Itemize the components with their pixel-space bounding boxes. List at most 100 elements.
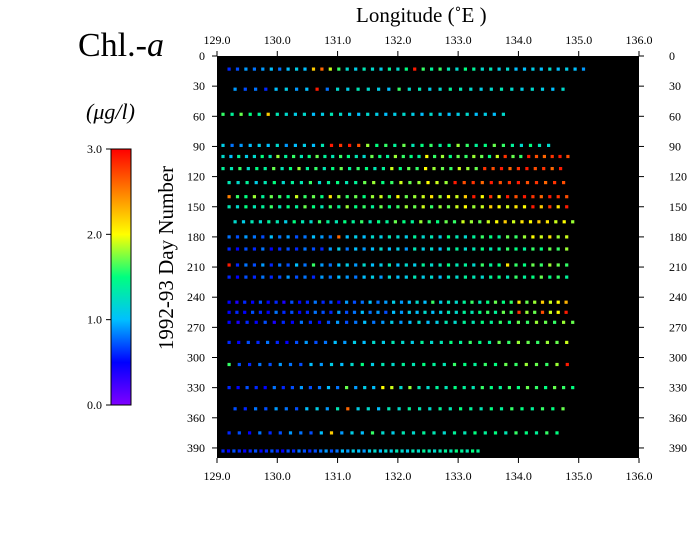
data-point (243, 449, 247, 453)
data-point (498, 386, 502, 390)
data-point (417, 320, 421, 324)
data-point (421, 247, 425, 251)
data-point (384, 143, 388, 147)
data-point (545, 340, 549, 344)
data-point (235, 300, 239, 304)
data-point (407, 407, 411, 411)
data-point (460, 449, 464, 453)
data-point (302, 449, 306, 453)
data-point (511, 154, 515, 159)
axes-layer: 129.0 129.0 130.0 130.0 131.0 131.0 132.0 132.0… (187, 33, 687, 483)
data-point (258, 220, 262, 224)
data-point (328, 67, 332, 71)
data-point (281, 181, 285, 185)
data-point (449, 340, 453, 344)
data-point (244, 195, 248, 199)
data-point (372, 340, 376, 344)
data-point (514, 205, 518, 209)
data-point (469, 87, 473, 91)
data-point (378, 449, 382, 453)
data-point (510, 143, 514, 147)
data-point (345, 275, 349, 279)
data-point (370, 205, 375, 209)
data-point (497, 205, 501, 209)
data-point (239, 143, 243, 147)
data-point (462, 181, 466, 185)
data-point (401, 154, 405, 159)
data-point (506, 205, 510, 209)
y-tick-label-left: 90 (193, 139, 205, 153)
data-point (308, 320, 312, 324)
data-point (553, 386, 557, 390)
data-point (476, 449, 480, 453)
y-tick-label-right: 330 (669, 381, 687, 395)
x-tick-label-top: 134.0 (505, 33, 532, 47)
data-point (280, 167, 284, 171)
data-point (553, 181, 557, 185)
data-point (345, 320, 349, 324)
data-point (483, 112, 487, 116)
data-point (545, 220, 549, 224)
data-point (362, 275, 366, 279)
data-point (305, 407, 309, 411)
data-point (235, 310, 239, 314)
data-point (556, 275, 560, 279)
data-point (539, 67, 543, 71)
data-point (221, 112, 225, 116)
data-point (272, 386, 276, 390)
data-point (370, 362, 375, 367)
data-point (499, 167, 504, 171)
data-point (411, 143, 415, 147)
data-point (351, 449, 355, 453)
data-point (337, 67, 341, 71)
data-point (244, 235, 248, 239)
data-point (424, 167, 428, 171)
data-point (514, 247, 518, 251)
data-point (556, 235, 560, 239)
data-point (227, 310, 231, 314)
data-point (447, 143, 451, 147)
data-point (435, 181, 439, 185)
data-point (471, 449, 475, 453)
data-point (254, 181, 258, 185)
data-point (498, 181, 502, 185)
data-point (454, 310, 458, 314)
data-point (565, 235, 569, 239)
y-tick-label-right: 270 (669, 320, 687, 334)
data-point (525, 320, 530, 324)
data-point (387, 247, 391, 251)
data-point (469, 220, 473, 224)
data-point (486, 310, 490, 314)
data-point (542, 167, 546, 171)
data-point (474, 143, 478, 147)
data-point (377, 220, 381, 224)
data-point (370, 275, 375, 279)
data-point (393, 154, 397, 159)
data-point (381, 431, 385, 435)
data-point (430, 67, 434, 71)
data-point (363, 320, 367, 324)
data-point (286, 263, 290, 267)
data-point (545, 431, 549, 435)
data-point (233, 407, 237, 411)
data-point (506, 275, 510, 279)
data-point (356, 87, 360, 91)
data-point (295, 407, 299, 411)
data-point (402, 220, 406, 224)
data-point (362, 195, 366, 199)
data-point (534, 362, 539, 367)
data-point (345, 205, 349, 209)
data-point (331, 167, 335, 171)
data-point (533, 300, 537, 304)
data-point (299, 154, 303, 159)
data-point (514, 263, 518, 267)
data-point (464, 154, 468, 159)
data-point (396, 205, 400, 209)
data-point (492, 143, 496, 147)
data-point (360, 220, 364, 224)
data-point (373, 449, 377, 453)
data-point (329, 112, 334, 116)
data-point (556, 205, 560, 209)
data-point (401, 362, 405, 367)
data-point (272, 167, 276, 171)
